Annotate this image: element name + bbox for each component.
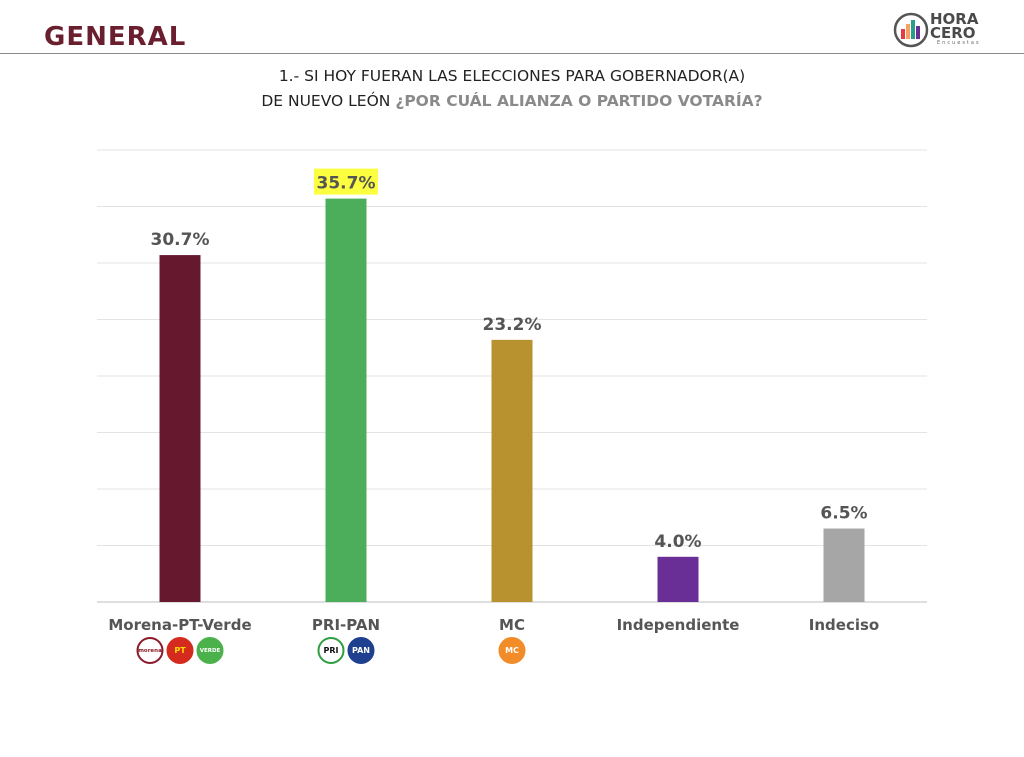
question-line2-emphasis: ¿POR CUÁL ALIANZA O PARTIDO VOTARÍA?: [395, 92, 763, 110]
value-label: 4.0%: [654, 532, 701, 552]
value-label: 23.2%: [483, 315, 542, 335]
horacero-logo: HORA CERO Encuestas: [893, 12, 993, 50]
party-logo-group: PRI PAN: [317, 637, 375, 665]
value-highlight: [314, 168, 378, 195]
value-label: 35.7%: [317, 174, 376, 194]
verde-logo: VERDE: [196, 637, 224, 664]
party-logo-group: morena PT VERDE: [136, 637, 224, 665]
brand-sub: Encuestas: [937, 40, 981, 46]
bar-0: [159, 255, 201, 602]
category-label: PRI-PAN: [312, 616, 380, 634]
bar-3: [657, 556, 699, 602]
page-title: GENERAL: [44, 22, 187, 52]
value-label: 30.7%: [151, 230, 210, 250]
category-label: MC: [499, 616, 525, 634]
horacero-logo-mark-icon: [893, 12, 929, 48]
category-label: Independiente: [617, 616, 740, 634]
category-label: Morena-PT-Verde: [108, 616, 251, 634]
header-divider: [0, 53, 1024, 54]
brand-line2: CERO: [930, 24, 976, 42]
category-label: Indeciso: [809, 616, 879, 634]
bar-2: [491, 339, 533, 602]
pan-logo: PAN: [347, 637, 375, 664]
pri-logo: PRI: [317, 637, 345, 664]
question-line2-plain: DE NUEVO LEÓN: [261, 92, 396, 110]
question-line1: 1.- SI HOY FUERAN LAS ELECCIONES PARA GO…: [278, 67, 746, 85]
value-label: 6.5%: [820, 504, 867, 524]
morena-logo: morena: [136, 637, 164, 664]
bar-4: [823, 528, 865, 602]
question-line2: DE NUEVO LEÓN ¿POR CUÁL ALIANZA O PARTID…: [0, 92, 1024, 110]
mc-logo: MC: [498, 637, 526, 664]
bar-1: [325, 198, 367, 602]
party-logo-group: MC: [498, 637, 526, 665]
pt-logo: PT: [166, 637, 194, 664]
brand-line1: HORA: [930, 10, 979, 28]
